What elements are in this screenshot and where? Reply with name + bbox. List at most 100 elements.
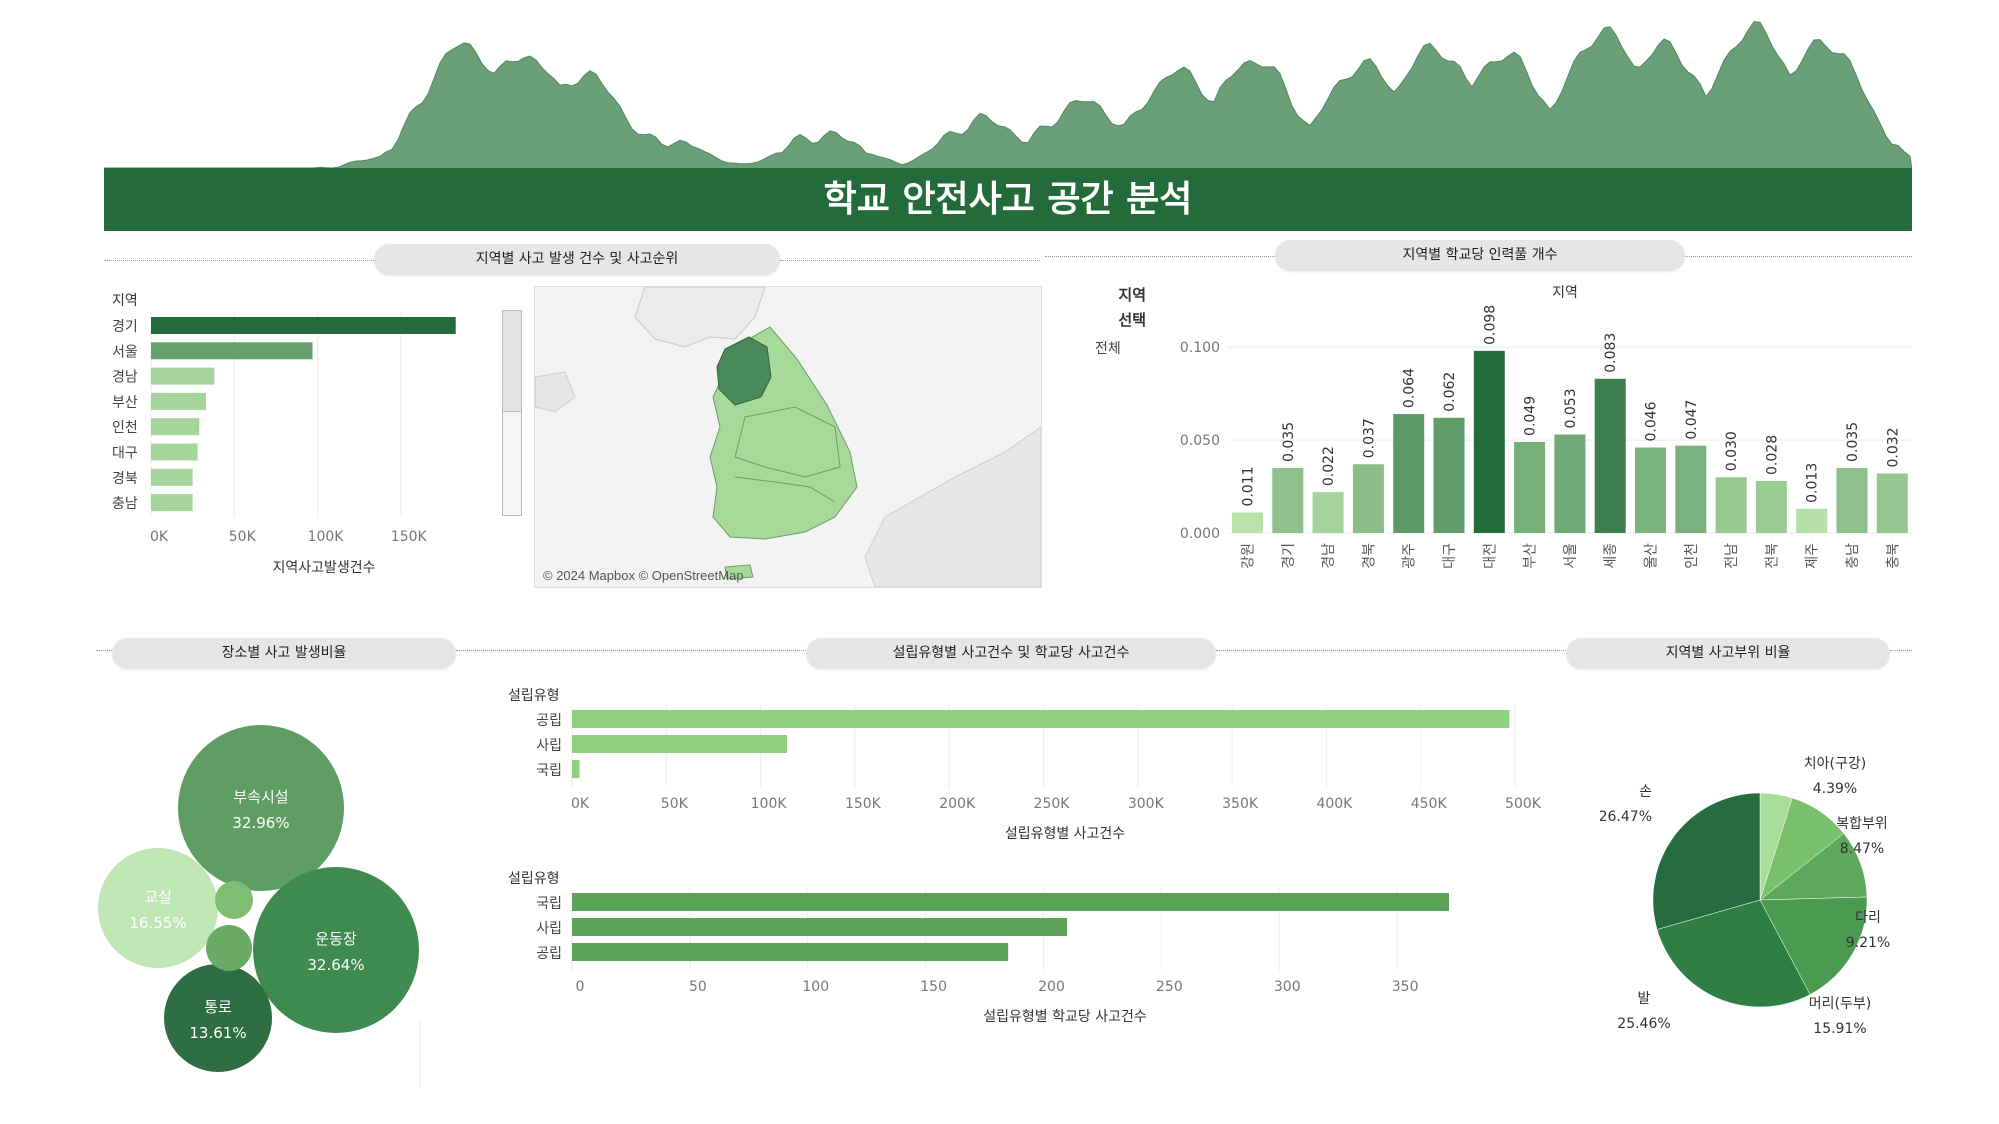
filter-label-line1: 지역 bbox=[1118, 286, 1146, 304]
x-tick-label: 부산 bbox=[1523, 543, 1539, 569]
place-bubble[interactable] bbox=[98, 848, 218, 968]
pie-label-pct: 4.39% bbox=[1813, 781, 1857, 797]
bar-value-label: 0.064 bbox=[1402, 368, 1418, 408]
staff-bar[interactable] bbox=[1514, 441, 1546, 533]
scrollbar-thumb[interactable] bbox=[503, 311, 521, 412]
axis-title: 설립유형 bbox=[508, 688, 560, 704]
place-bubble[interactable] bbox=[253, 867, 419, 1033]
bar-value-label: 0.022 bbox=[1321, 446, 1337, 486]
divider bbox=[1890, 650, 1912, 651]
bar-value-label: 0.049 bbox=[1523, 396, 1539, 436]
region-bar[interactable] bbox=[151, 494, 193, 512]
x-tick-label: 서울 bbox=[1563, 543, 1579, 569]
pie-label-pct: 9.21% bbox=[1846, 935, 1890, 951]
founding-bar[interactable] bbox=[572, 943, 1009, 961]
divider bbox=[456, 650, 806, 651]
map-credit: © 2024 Mapbox © OpenStreetMap bbox=[543, 568, 744, 583]
divider bbox=[104, 260, 374, 261]
bar-value-label: 0.011 bbox=[1241, 466, 1257, 506]
x-tick-label: 충북 bbox=[1885, 543, 1901, 569]
region-chart-scrollbar[interactable] bbox=[502, 310, 522, 516]
x-tick-label: 경남 bbox=[1321, 543, 1337, 569]
staff-bar[interactable] bbox=[1876, 473, 1908, 533]
x-tick-label: 450K bbox=[1411, 796, 1448, 812]
founding-bar[interactable] bbox=[572, 710, 1510, 728]
axis-title: 설립유형 bbox=[508, 871, 560, 887]
bubble-pct: 32.64% bbox=[307, 956, 364, 974]
y-tick-label: 0.100 bbox=[1180, 340, 1220, 356]
staff-bar[interactable] bbox=[1433, 417, 1465, 533]
founding-accidents-bar-chart: 설립유형 0K 50K 100K 150K 200K 250K 300K 350K 400K 450… bbox=[508, 688, 1542, 842]
staff-bar[interactable] bbox=[1272, 467, 1304, 533]
bubble-name: 통로 bbox=[204, 998, 232, 1016]
staff-bar[interactable] bbox=[1755, 480, 1787, 533]
place-bubble[interactable] bbox=[206, 925, 252, 971]
bar-label: 공립 bbox=[536, 713, 562, 729]
x-tick-label: 300K bbox=[1128, 796, 1165, 812]
x-tick-label: 경기 bbox=[1281, 543, 1297, 569]
pie-label-name: 치아(구강) bbox=[1804, 756, 1866, 772]
pie-slice[interactable] bbox=[1652, 792, 1761, 930]
staff-bar[interactable] bbox=[1554, 434, 1586, 533]
region-bar[interactable] bbox=[151, 418, 200, 436]
pie-label-pct: 8.47% bbox=[1840, 841, 1884, 857]
y-tick-label: 0.000 bbox=[1180, 526, 1220, 542]
filter-value[interactable]: 전체 bbox=[1095, 341, 1121, 357]
x-tick-label: 250 bbox=[1156, 979, 1183, 995]
x-tick-label: 전북 bbox=[1764, 543, 1780, 569]
korea-map[interactable]: © 2024 Mapbox © OpenStreetMap bbox=[534, 286, 1042, 588]
bubble-pct: 32.96% bbox=[232, 814, 289, 832]
divider bbox=[1045, 256, 1275, 257]
region-bar[interactable] bbox=[151, 342, 313, 360]
pie-slice[interactable] bbox=[1759, 896, 1868, 995]
staff-bar[interactable] bbox=[1796, 508, 1828, 533]
bar-value-label: 0.035 bbox=[1845, 422, 1861, 462]
bar-value-label: 0.037 bbox=[1361, 418, 1377, 458]
staff-bar[interactable] bbox=[1715, 477, 1747, 533]
x-tick-label: 0K bbox=[150, 529, 169, 545]
x-tick-label: 전남 bbox=[1724, 543, 1740, 569]
founding-bar[interactable] bbox=[572, 760, 580, 778]
founding-bar[interactable] bbox=[572, 893, 1449, 911]
pie-label-name: 손 bbox=[1639, 784, 1652, 800]
region-bar-label: 대구 bbox=[112, 446, 138, 462]
staff-bar[interactable] bbox=[1836, 467, 1868, 533]
region-bar[interactable] bbox=[151, 367, 215, 385]
region-bar[interactable] bbox=[151, 443, 198, 461]
staff-bar[interactable] bbox=[1594, 378, 1626, 533]
region-bar[interactable] bbox=[151, 317, 456, 334]
staff-bar[interactable] bbox=[1312, 492, 1344, 533]
bar-value-label: 0.028 bbox=[1764, 435, 1780, 475]
x-tick-label: 대전 bbox=[1482, 543, 1498, 569]
pie-label-name: 발 bbox=[1638, 991, 1651, 1007]
region-bar[interactable] bbox=[151, 468, 193, 486]
pie-label-name: 다리 bbox=[1855, 910, 1881, 926]
x-axis-title: 설립유형별 사고건수 bbox=[1005, 826, 1125, 842]
y-tick-label: 0.050 bbox=[1180, 433, 1220, 449]
divider bbox=[1216, 650, 1566, 651]
x-tick-label: 100 bbox=[802, 979, 829, 995]
korea-map-shapes bbox=[535, 287, 1041, 587]
founding-bar[interactable] bbox=[572, 735, 788, 753]
x-tick-label: 150 bbox=[920, 979, 947, 995]
bar-value-label: 0.046 bbox=[1644, 401, 1660, 441]
staff-bar[interactable] bbox=[1635, 447, 1666, 533]
place-bubble[interactable] bbox=[164, 964, 272, 1072]
x-tick-label: 세종 bbox=[1603, 543, 1619, 569]
x-tick-label: 충남 bbox=[1845, 543, 1861, 569]
map-region-gyeonggi[interactable] bbox=[716, 336, 772, 406]
chart-title: 지역 bbox=[1552, 285, 1578, 301]
place-bubble[interactable] bbox=[215, 881, 253, 919]
staff-bar[interactable] bbox=[1352, 464, 1384, 533]
place-bubble[interactable] bbox=[178, 725, 344, 891]
pie-slice[interactable] bbox=[1656, 899, 1811, 1008]
staff-bar[interactable] bbox=[1675, 445, 1707, 533]
staff-bar[interactable] bbox=[1232, 512, 1263, 533]
region-bar-label: 경기 bbox=[112, 319, 138, 335]
staff-bar[interactable] bbox=[1393, 414, 1425, 533]
staff-bar[interactable] bbox=[1473, 350, 1505, 533]
panel-title-founding-type: 설립유형별 사고건수 및 학교당 사고건수 bbox=[806, 638, 1216, 669]
region-bar[interactable] bbox=[151, 392, 206, 410]
founding-bar[interactable] bbox=[572, 918, 1068, 936]
